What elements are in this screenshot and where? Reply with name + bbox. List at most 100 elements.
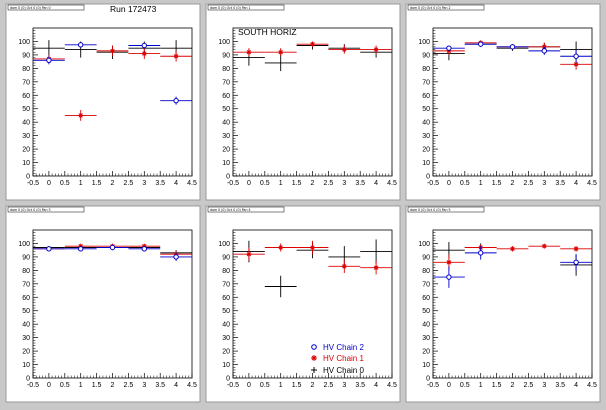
data-point-chain2 [33, 56, 65, 65]
marker-star [173, 53, 179, 59]
y-tick-label: 70 [422, 79, 430, 86]
y-tick-label: 60 [22, 93, 30, 100]
data-point-chain1 [233, 48, 265, 57]
x-tick-label: 0.5 [260, 180, 270, 187]
marker-circle [46, 57, 52, 63]
data-point-chain2 [160, 96, 192, 105]
y-tick-label: 50 [422, 106, 430, 113]
marker-star [341, 47, 347, 53]
x-tick-label: 1 [479, 180, 483, 187]
data-point-chain2 [560, 254, 592, 271]
legend-entry-chain0: HV Chain 0 [311, 366, 364, 375]
data-point-chain1 [128, 48, 161, 59]
y-tick-label: 60 [22, 295, 30, 302]
y-tick-label: 20 [222, 147, 230, 154]
marker-circle [46, 246, 52, 252]
x-tick-label: 4.5 [187, 382, 197, 389]
x-tick-label: -0.5 [227, 382, 239, 389]
marker-star [278, 244, 284, 250]
marker-star [310, 244, 315, 250]
marker-circle [541, 48, 547, 54]
data-point-chain2 [496, 44, 529, 50]
x-tick-label: 0 [447, 180, 451, 187]
data-point-chain1 [560, 246, 592, 252]
y-tick-label: 60 [422, 93, 430, 100]
data-point-chain1 [160, 50, 192, 62]
y-tick-label: 90 [22, 254, 30, 261]
x-tick-label: 4.5 [387, 382, 397, 389]
pad-title: dom 0 (0) Oct 0 (0) Pan 1 [210, 6, 251, 10]
marker-star [78, 112, 84, 118]
pad-frame [5, 205, 201, 403]
y-tick-label: 70 [222, 79, 230, 86]
histogram-pad-3: dom 0 (0) Oct 0 (0) Pan 3-0.5 0 0.5 1 1.5 2 2.… [5, 205, 201, 403]
pad-title-box [7, 4, 85, 11]
marker-circle [509, 44, 516, 50]
pads-layer: dom 0 (0) Oct 0 (0) Pan 0 -0.5 0 0.5 1 1.5 2 2.… [5, 3, 601, 403]
data-point-chain2 [560, 49, 592, 63]
x-tick-label: 2.5 [324, 382, 334, 389]
y-tick-label: 90 [222, 254, 230, 261]
marker-star [310, 41, 315, 47]
y-tick-label: 10 [422, 160, 430, 167]
marker-circle [141, 246, 148, 252]
pad-frame [205, 205, 401, 403]
data-point-chain1 [328, 45, 361, 54]
x-tick-label: 0.5 [460, 180, 470, 187]
y-tick-label: 50 [22, 106, 30, 113]
y-tick-label: 40 [222, 322, 230, 329]
marker-star [573, 61, 579, 67]
y-tick-label: 10 [422, 362, 430, 369]
marker-circle [78, 42, 84, 48]
data-point-chain1 [360, 260, 392, 275]
y-tick-label: 20 [22, 147, 30, 154]
x-tick-label: 1 [79, 180, 83, 187]
x-tick-label: 4 [374, 382, 378, 389]
y-tick-label: 40 [222, 120, 230, 127]
y-tick-label: 80 [222, 268, 230, 275]
data-point-chain1 [264, 243, 297, 252]
x-tick-label: 3 [542, 180, 546, 187]
pad-title: dom 0 (0) Oct 0 (0) Pan 0 [10, 6, 51, 10]
x-tick-label: 4.5 [587, 180, 597, 187]
pad-frame [205, 3, 401, 201]
data-point-chain1 [96, 45, 129, 57]
y-tick-label: 100 [418, 39, 430, 46]
histogram-pad-0: dom 0 (0) Oct 0 (0) Pan 0-0.5 0 0.5 1 1.5 2 2.… [5, 3, 201, 201]
data-point-chain0 [33, 40, 65, 57]
marker-star [373, 47, 379, 53]
x-tick-label: 1 [279, 382, 283, 389]
marker-star [510, 246, 515, 252]
legend-marker-chain1 [311, 355, 317, 361]
y-tick-label: 30 [422, 133, 430, 140]
x-tick-label: 3 [142, 180, 146, 187]
legend-marker-chain2 [311, 344, 317, 350]
data-point-chain1 [528, 243, 561, 249]
x-tick-label: 3.5 [555, 180, 565, 187]
pad-title-box [407, 206, 485, 213]
x-tick-label: 1.5 [492, 382, 502, 389]
marker-star [446, 259, 452, 265]
x-tick-label: 4 [574, 180, 578, 187]
y-tick-label: 90 [22, 52, 30, 59]
x-tick-label: 0.5 [60, 180, 70, 187]
data-point-chain0 [360, 239, 392, 264]
data-point-chain2 [64, 246, 97, 252]
y-tick-label: 70 [22, 281, 30, 288]
x-tick-label: 2.5 [324, 180, 334, 187]
data-point-chain1 [328, 259, 361, 274]
x-tick-label: 2 [511, 382, 515, 389]
y-tick-label: 100 [18, 241, 30, 248]
x-tick-label: 3 [542, 382, 546, 389]
marker-star [246, 251, 252, 257]
x-tick-label: 4 [574, 382, 578, 389]
marker-circle [573, 259, 579, 265]
data-point-chain2 [128, 246, 161, 252]
x-tick-label: 0.5 [260, 382, 270, 389]
x-tick-label: 2 [311, 382, 315, 389]
y-tick-label: 10 [22, 362, 30, 369]
y-tick-label: 40 [22, 120, 30, 127]
y-tick-label: 20 [222, 349, 230, 356]
y-tick-label: 30 [22, 133, 30, 140]
y-tick-label: 50 [22, 308, 30, 315]
